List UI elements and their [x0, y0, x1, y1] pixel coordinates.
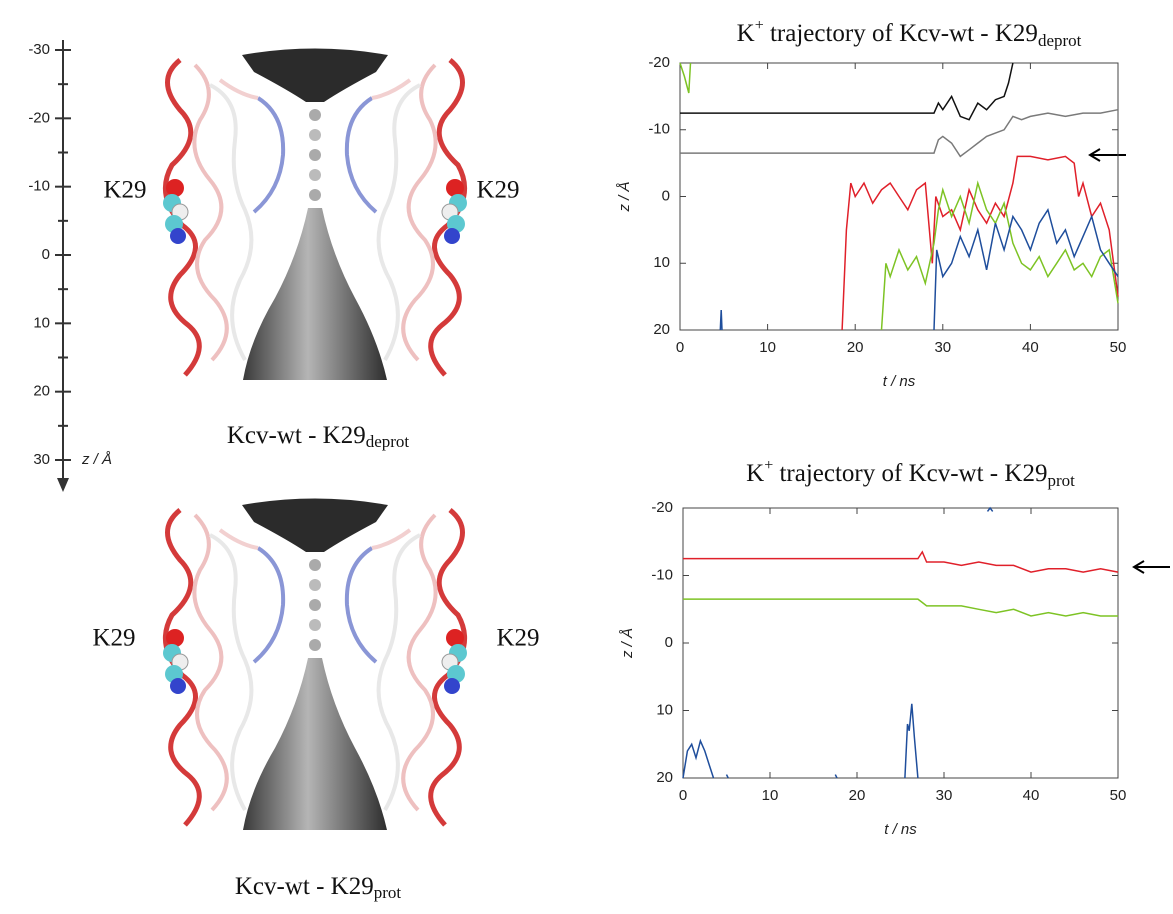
title-part: K	[746, 460, 764, 487]
trajectory-line	[683, 598, 1118, 617]
molecule-deprot	[163, 49, 467, 381]
caption: Kcv-wt - K29prot	[235, 873, 402, 902]
title-part: +	[755, 17, 764, 34]
y-tick-label: 20	[656, 769, 673, 786]
scale-tick-label: -10	[28, 178, 50, 195]
x-tick-label: 40	[1023, 787, 1040, 804]
y-tick-label: 20	[653, 321, 670, 338]
caption-text: Kcv-wt - K29	[235, 873, 374, 900]
caption-subscript: deprot	[366, 432, 410, 451]
trajectory-line	[682, 506, 994, 779]
x-tick-label: 50	[1110, 339, 1127, 356]
trajectory-line	[679, 62, 1119, 331]
caption-text: Kcv-wt - K29	[227, 422, 366, 449]
y-tick-label: -20	[651, 499, 673, 516]
y-tick-label: 0	[665, 634, 673, 651]
chart-title: K+ trajectory of Kcv-wt - K29deprot	[737, 17, 1082, 50]
title-part: trajectory of Kcv-wt - K29	[764, 20, 1038, 47]
x-tick-label: 10	[762, 787, 779, 804]
x-tick-label: 10	[759, 339, 776, 356]
title-part: +	[764, 457, 773, 474]
y-tick-label: 0	[662, 187, 670, 204]
scale-tick-label: -30	[28, 41, 50, 58]
x-axis-label: t / ns	[884, 821, 917, 838]
trajectory-line	[719, 207, 1119, 331]
x-tick-label: 40	[1022, 339, 1039, 356]
residue-label: K29	[92, 625, 135, 652]
y-tick-label: 10	[656, 701, 673, 718]
title-part: K	[737, 20, 755, 47]
arrow	[1088, 148, 1126, 162]
plot-frame	[682, 507, 1119, 779]
scale-tick-label: -20	[28, 109, 50, 126]
y-axis-label: z / Å	[616, 181, 633, 212]
x-tick-label: 20	[847, 339, 864, 356]
residue-label: K29	[496, 625, 539, 652]
title-part: trajectory of Kcv-wt - K29	[773, 460, 1047, 487]
trajectory-line	[683, 550, 1119, 573]
scale-tick-label: 0	[42, 246, 50, 263]
caption: Kcv-wt - K29deprot	[227, 422, 410, 451]
x-tick-label: 0	[679, 787, 687, 804]
x-tick-label: 50	[1110, 787, 1127, 804]
title-part: prot	[1047, 471, 1075, 490]
trajectory-line	[680, 62, 1014, 121]
y-tick-label: -10	[648, 121, 670, 138]
scale-label: z / Å	[81, 451, 112, 468]
title-part: deprot	[1038, 31, 1082, 50]
scale-tick-label: 30	[33, 451, 50, 468]
x-tick-label: 0	[676, 339, 684, 356]
molecule-prot	[163, 499, 467, 831]
trajectory-line	[680, 108, 1119, 158]
y-axis-label: z / Å	[619, 628, 636, 659]
x-tick-label: 20	[849, 787, 866, 804]
scale-tick-label: 10	[33, 314, 50, 331]
x-axis-label: t / ns	[883, 373, 916, 390]
scale-arrow	[57, 478, 69, 492]
chart-title: K+ trajectory of Kcv-wt - K29prot	[746, 457, 1075, 490]
x-tick-label: 30	[934, 339, 951, 356]
caption-subscript: prot	[374, 883, 402, 902]
y-tick-label: 10	[653, 254, 670, 271]
residue-label: K29	[103, 177, 146, 204]
y-tick-label: -10	[651, 566, 673, 583]
scale-tick-label: 20	[33, 383, 50, 400]
y-tick-label: -20	[648, 54, 670, 71]
arrow	[1132, 560, 1170, 574]
residue-label: K29	[476, 177, 519, 204]
x-tick-label: 30	[936, 787, 953, 804]
